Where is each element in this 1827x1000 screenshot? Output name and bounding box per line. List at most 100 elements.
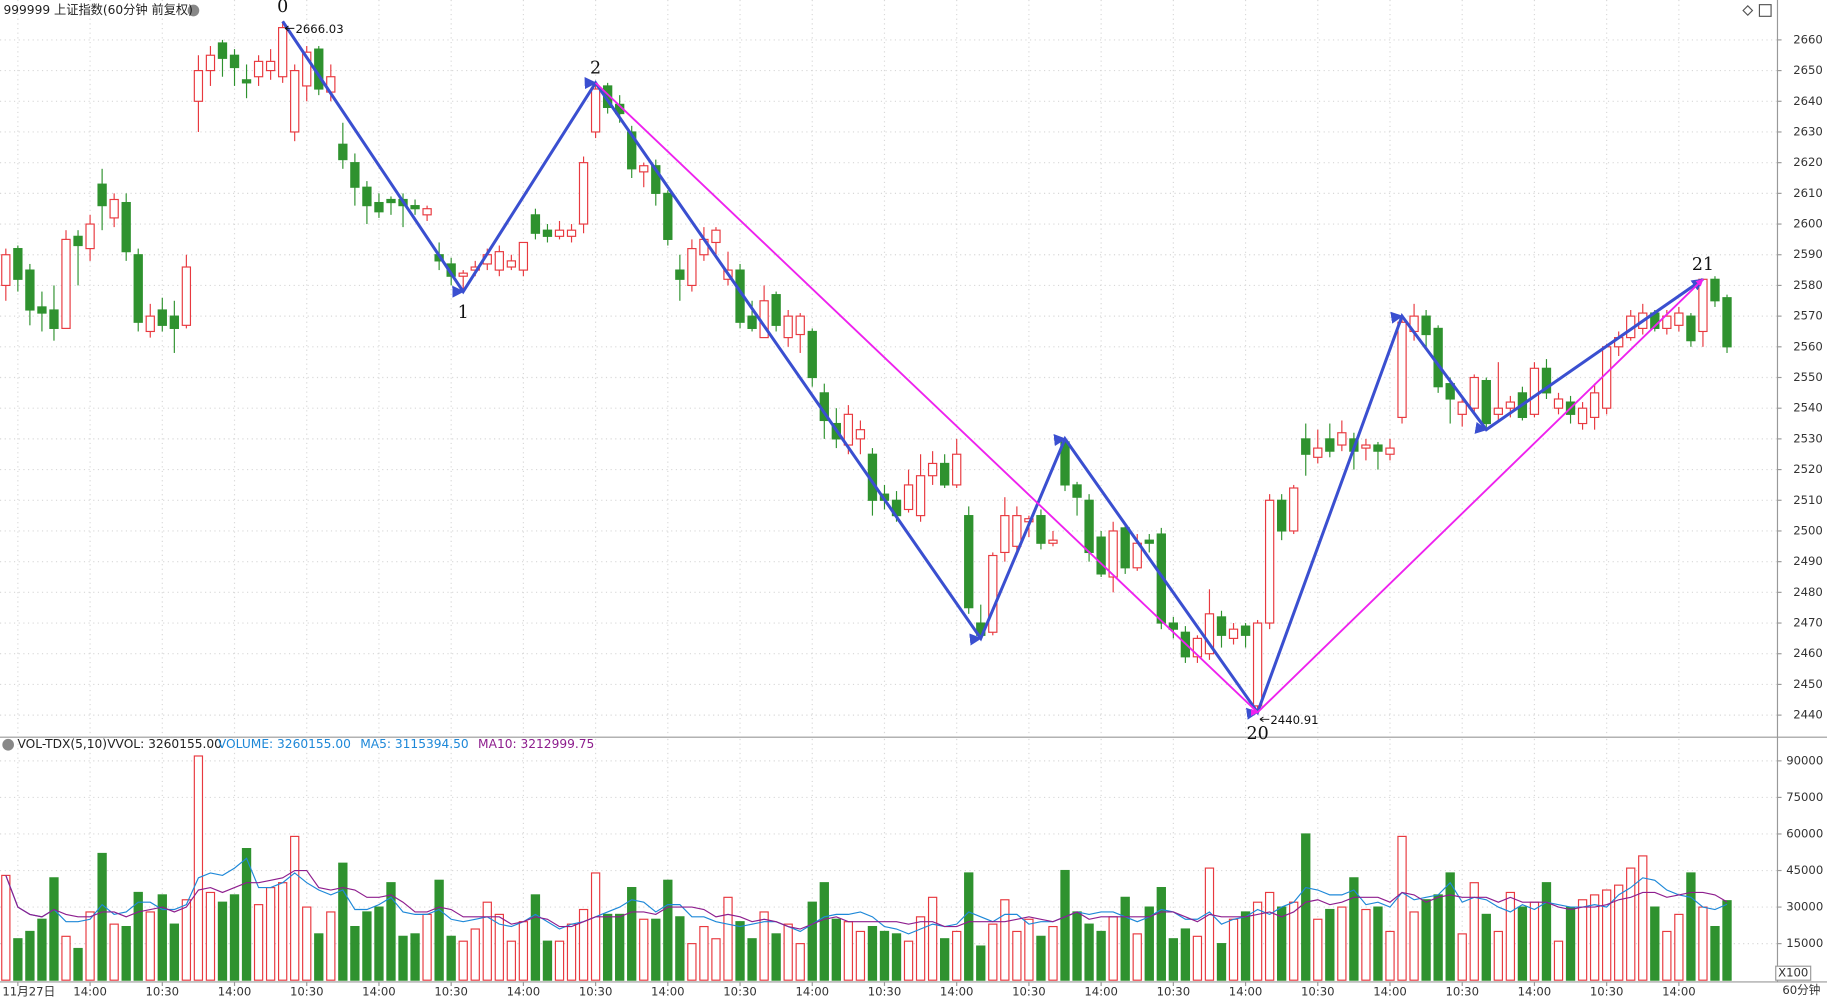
- volume-bar: [169, 923, 179, 981]
- volume-bar: [422, 913, 432, 981]
- volume-bar: [338, 862, 348, 981]
- candle-body: [494, 251, 504, 271]
- volume-bar: [1301, 833, 1311, 981]
- volume-bar: [639, 918, 649, 981]
- x-tick-label: 10:30: [1012, 984, 1046, 998]
- volume-bar: [1529, 901, 1540, 981]
- candle-body: [988, 554, 998, 633]
- candle-body: [145, 315, 155, 333]
- wave-label: 1: [458, 303, 469, 323]
- volume-bar: [290, 835, 300, 981]
- candle-body: [253, 60, 264, 78]
- candle-body: [1264, 499, 1275, 624]
- volume-bar: [1601, 889, 1612, 981]
- volume-bar: [843, 921, 854, 981]
- candle-body: [1216, 616, 1227, 636]
- candle-body: [518, 241, 529, 271]
- candle-body: [422, 208, 432, 216]
- candle-body: [1000, 515, 1010, 554]
- volume-bar: [1409, 911, 1419, 981]
- volume-bar: [181, 899, 192, 981]
- volume-bar: [1, 874, 11, 981]
- candle-body: [1710, 278, 1720, 302]
- volume-bar: [1204, 867, 1215, 981]
- volume-bar: [470, 928, 480, 981]
- volume-bar: [1553, 940, 1564, 981]
- volume-bar: [988, 923, 998, 981]
- icon[interactable]: [1742, 5, 1754, 16]
- candle-body: [939, 462, 950, 486]
- volume-bar: [1397, 835, 1407, 981]
- candle-body: [915, 475, 926, 517]
- volume-bar: [1433, 894, 1443, 981]
- volume-bar: [229, 894, 240, 981]
- volume-bar: [1349, 877, 1359, 981]
- candle-body: [1722, 297, 1732, 348]
- y-tick-label: 2610: [1793, 186, 1823, 200]
- x-tick-label: 10:30: [579, 984, 613, 998]
- candle-body: [1277, 499, 1287, 532]
- candle-body: [169, 315, 179, 329]
- y-tick-label: 2500: [1793, 523, 1823, 537]
- candle-body: [1577, 407, 1588, 425]
- y-tick-label: 45000: [1786, 863, 1823, 877]
- volume-bar: [482, 901, 492, 981]
- menu-icon[interactable]: [187, 4, 200, 17]
- candle-body: [1084, 499, 1094, 554]
- volume-bar: [1000, 899, 1010, 981]
- chart-title: 999999 上证指数(60分钟 前复权): [3, 2, 192, 17]
- period-label: 60分钟: [1782, 983, 1820, 997]
- candle-body: [1493, 407, 1503, 415]
- legend-entry: VOLUME: 3260155.00: [218, 737, 351, 751]
- volume-bar: [253, 904, 264, 981]
- volume-bar: [927, 896, 938, 981]
- volume-bar: [723, 896, 733, 981]
- y-tick-label: 2450: [1793, 677, 1823, 691]
- candle-body: [1373, 444, 1383, 452]
- candle-body: [711, 229, 721, 244]
- volume-bar: [807, 901, 817, 981]
- candle-body: [1301, 438, 1311, 455]
- volume-bar: [651, 918, 661, 981]
- candle-body: [1601, 346, 1612, 409]
- volume-title: VOL-TDX(5,10): [17, 737, 107, 751]
- x-tick-label: 14:00: [73, 984, 107, 998]
- x-tick-label: 14:00: [1518, 984, 1552, 998]
- icon[interactable]: [1758, 4, 1772, 17]
- volume-bar: [1505, 891, 1516, 981]
- volume-bar: [1144, 906, 1154, 981]
- volume-bar: [590, 872, 601, 981]
- volume-bar: [1252, 901, 1263, 981]
- candle-body: [566, 229, 577, 237]
- candle-body: [1698, 278, 1708, 333]
- candle-body: [542, 229, 553, 237]
- volume-bar: [1228, 918, 1239, 981]
- legend-entry: MA10: 3212999.75: [478, 737, 594, 751]
- candle-body: [109, 198, 119, 219]
- volume-bar: [1060, 869, 1070, 981]
- x-tick-label: 10:30: [434, 984, 468, 998]
- candle-body: [590, 88, 601, 133]
- unit-box: [1775, 965, 1812, 981]
- candle-body: [458, 272, 468, 277]
- volume-bar: [530, 894, 541, 981]
- candle-body: [1337, 432, 1347, 446]
- y-tick-label: 60000: [1786, 826, 1823, 840]
- x-tick-label: 10:30: [290, 984, 324, 998]
- volume-bar: [1493, 930, 1503, 981]
- candle-body: [241, 79, 252, 84]
- candle-body: [1457, 401, 1467, 415]
- wave-label: 20: [1246, 724, 1268, 744]
- volume-bar: [1686, 872, 1696, 981]
- volume-bar: [1192, 935, 1203, 981]
- candle-body: [771, 294, 781, 326]
- volume-bar: [1337, 906, 1347, 981]
- wave-label: 0: [277, 0, 288, 17]
- menu-icon[interactable]: [2, 738, 14, 751]
- volume-bar: [771, 933, 781, 981]
- y-tick-label: 2460: [1793, 646, 1823, 660]
- volume-bar: [891, 933, 902, 981]
- candle-body: [1, 254, 11, 287]
- volume-bar: [952, 930, 962, 981]
- volume-bar: [386, 882, 396, 981]
